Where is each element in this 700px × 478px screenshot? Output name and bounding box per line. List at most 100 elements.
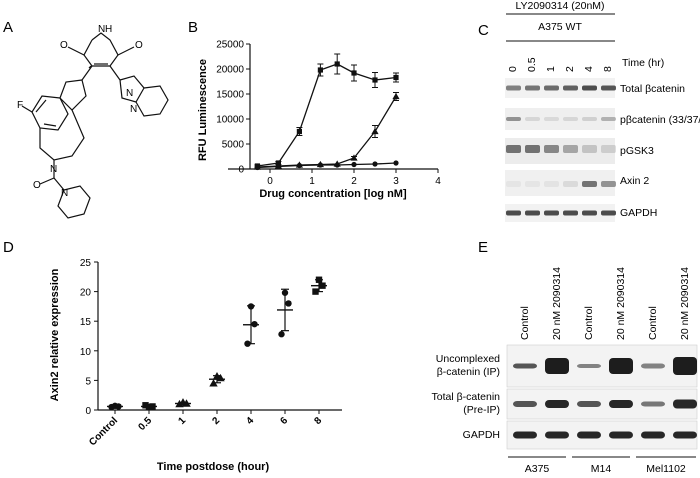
- chart-d-xlabel: Time postdose (hour): [157, 461, 270, 473]
- blot-e: Control 20 nM 2090314 Control 20 nM 2090314…: [432, 267, 698, 475]
- chart-b-point: [372, 161, 378, 167]
- blot-e-band: [545, 358, 569, 374]
- chart-b-point: [351, 161, 357, 168]
- blot-e-band: [609, 400, 633, 408]
- blot-e-band: [577, 401, 601, 407]
- blot-e-lane-label: Control: [647, 306, 659, 340]
- blot-c-band: [525, 85, 540, 91]
- chart-d-point: [244, 340, 251, 347]
- structure-atom-labels: F N H O O N O N N N: [17, 24, 143, 199]
- svg-text:H: H: [105, 24, 112, 35]
- chart-b-point: [296, 128, 302, 135]
- blot-c-band: [563, 210, 578, 216]
- chart-d-ytick-label: 5: [85, 376, 91, 387]
- chart-d-point: [209, 379, 218, 387]
- blot-c-band: [563, 145, 578, 153]
- panel-e-letter: E: [478, 239, 488, 256]
- blot-strip-pgsk3: [505, 138, 615, 164]
- blot-c-band: [506, 117, 521, 121]
- chart-d-ytick-label: 25: [80, 258, 92, 269]
- blot-c-time-label: Time (hr): [622, 57, 664, 69]
- blot-e-band: [641, 363, 665, 369]
- blot-e-lane-label: Control: [519, 306, 531, 340]
- chart-d-y-ticks: 0 5 10 15 20 25: [80, 258, 98, 417]
- blot-strip-pbcatenin: [505, 108, 615, 130]
- blot-c-lane-label: 4: [583, 66, 595, 72]
- chart-b-series-line-3: [257, 162, 397, 169]
- svg-text:N: N: [98, 24, 105, 35]
- chart-b-point: [334, 162, 340, 168]
- blot-e-band: [673, 431, 697, 439]
- blot-c-band: [582, 210, 597, 216]
- blot-c-band: [525, 181, 540, 187]
- blot-e-cell-a375: A375: [525, 463, 550, 475]
- chart-d-point: [142, 402, 149, 409]
- blot-c-band: [601, 85, 616, 91]
- chart-b-xtick-label: 3: [393, 176, 399, 187]
- chart-d-point: [182, 399, 191, 407]
- svg-text:N: N: [50, 164, 57, 175]
- svg-text:F: F: [17, 100, 23, 111]
- chart-b-ytick-label: 5000: [222, 140, 245, 151]
- chart-b-point: [317, 162, 323, 168]
- blot-c-treatment: LY2090314 (20nM): [515, 0, 604, 12]
- chart-b-point: [372, 77, 378, 83]
- blot-e-band: [545, 431, 569, 439]
- chart-b-xtick-label: 0: [267, 176, 273, 187]
- chart-b-point: [393, 74, 399, 81]
- blot-e-band: [609, 431, 633, 439]
- blot-e-band: [513, 431, 537, 439]
- chart-b-series-line-1: [257, 63, 397, 167]
- blot-e-strip-gapdh: [506, 420, 698, 450]
- chart-b-ytick-label: 0: [238, 165, 244, 176]
- blot-c-band: [544, 181, 559, 187]
- blot-c-band: [506, 85, 521, 91]
- chart-d-xtick-label: 8: [312, 415, 324, 427]
- blot-e-band: [513, 363, 537, 369]
- chart-b: 0 5000 10000 15000 20000 25000 0 1 2 3 4 RFU Lumi…: [197, 40, 441, 201]
- blot-e-band: [577, 431, 601, 439]
- blot-strip-total-bcatenin: [505, 78, 615, 98]
- chemical-structure: [21, 32, 169, 219]
- blot-c-band: [544, 117, 559, 121]
- blot-c-band: [601, 117, 616, 121]
- chart-b-xtick-label: 4: [435, 176, 441, 187]
- blot-c-lane-label: 1: [545, 66, 557, 72]
- chart-b-ytick-label: 20000: [216, 65, 244, 76]
- blot-c-band: [506, 181, 521, 187]
- chart-d-point: [285, 300, 292, 307]
- chart-b-point: [275, 163, 281, 170]
- blot-e-cell-mel1102: Mel1102: [646, 463, 686, 475]
- blot-e-band: [609, 358, 633, 374]
- blot-e-lane-label: 20 nM 2090314: [679, 267, 691, 340]
- blot-c-lane-label: 0: [507, 66, 519, 72]
- blot-c-label-axin2: Axin 2: [620, 175, 649, 187]
- panel-d-letter: D: [3, 239, 14, 256]
- chart-d-ytick-label: 15: [80, 317, 92, 328]
- blot-e-strip-uncomplexed: [506, 344, 698, 388]
- blot-c-band: [525, 145, 540, 153]
- chart-b-point: [371, 127, 379, 135]
- chart-d-ytick-label: 10: [80, 347, 92, 358]
- blot-e-row2-line2: (Pre-IP): [463, 404, 500, 416]
- chart-d-ylabel: Axin2 relative expression: [49, 268, 61, 401]
- blot-e-row1-line1: Uncomplexed: [436, 353, 500, 365]
- chart-d-point: [315, 276, 323, 283]
- chart-d-xtick-label: 0.5: [137, 415, 155, 433]
- chart-b-y-ticks: 0 5000 10000 15000 20000 25000: [216, 40, 250, 176]
- chart-b-xtick-label: 1: [309, 176, 315, 187]
- blot-c-band: [582, 85, 597, 91]
- chart-b-point: [254, 164, 260, 171]
- chart-d-point: [115, 403, 122, 410]
- panel-a-letter: A: [3, 19, 13, 36]
- blot-c-band: [506, 210, 521, 216]
- chart-d-point: [281, 289, 289, 296]
- blot-c-band: [582, 181, 597, 187]
- blot-c-lane-label: 8: [602, 66, 614, 72]
- blot-c-lane-label: 2: [564, 66, 576, 72]
- chart-b-ytick-label: 15000: [216, 90, 244, 101]
- blot-c-band: [563, 85, 578, 91]
- svg-text:N: N: [61, 188, 68, 199]
- svg-text:N: N: [130, 104, 137, 115]
- svg-text:O: O: [135, 40, 143, 51]
